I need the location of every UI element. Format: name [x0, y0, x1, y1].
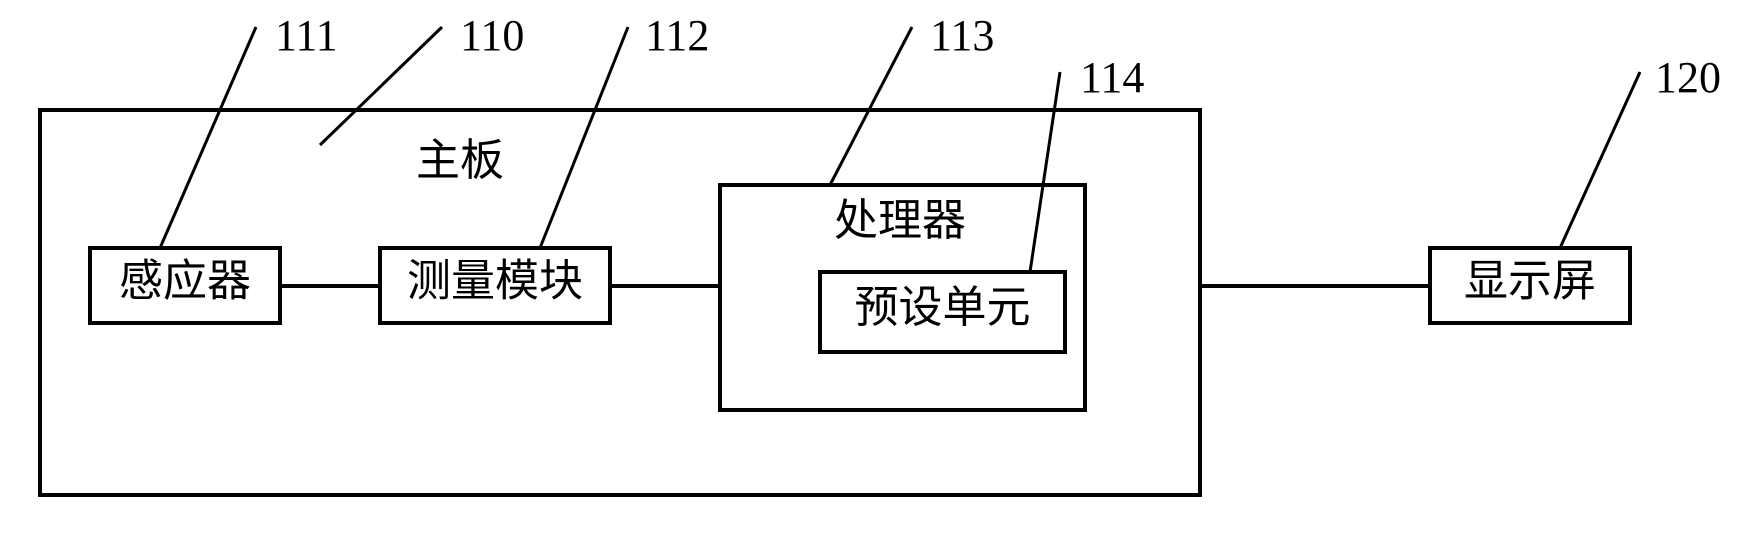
sensor-leader	[160, 27, 256, 248]
preset-ref: 114	[1080, 53, 1144, 102]
processor-leader	[830, 27, 912, 185]
display-ref: 120	[1655, 53, 1721, 102]
processor-ref: 113	[930, 11, 994, 60]
sensor-ref: 111	[275, 11, 338, 60]
mainboard-leader	[320, 27, 442, 145]
measure-ref: 112	[645, 11, 709, 60]
preset-label: 预设单元	[855, 283, 1031, 332]
preset-leader	[1030, 72, 1060, 272]
processor-label: 处理器	[834, 196, 966, 245]
mainboard-ref: 110	[460, 11, 524, 60]
display-leader	[1560, 72, 1640, 248]
sensor-label: 感应器	[119, 257, 251, 306]
display-label: 显示屏	[1464, 257, 1596, 306]
mainboard-label: 主板	[416, 136, 504, 185]
measure-leader	[540, 27, 628, 248]
measure-label: 测量模块	[407, 257, 583, 306]
